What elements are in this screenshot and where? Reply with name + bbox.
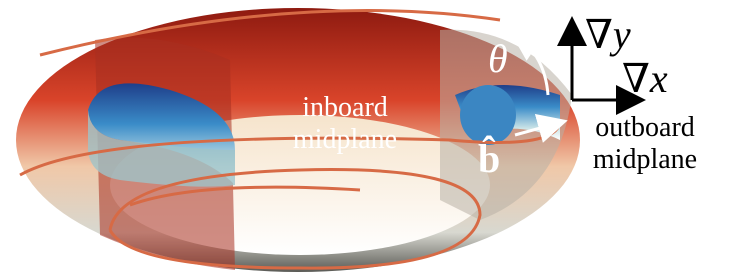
grad-x-label: ∇x — [622, 56, 668, 101]
theta-label: θ — [488, 36, 508, 81]
b-hat-label: b̂ — [478, 135, 500, 181]
torus-diagram: ∇y ∇x θ b̂ inboard midplane outboard mid… — [0, 0, 734, 280]
inboard-label: inboard — [302, 92, 388, 123]
outboard-label: outboard — [595, 112, 695, 143]
grad-y-label: ∇y — [585, 12, 631, 57]
outboard-label: midplane — [593, 144, 697, 175]
inboard-label: midplane — [293, 124, 397, 155]
